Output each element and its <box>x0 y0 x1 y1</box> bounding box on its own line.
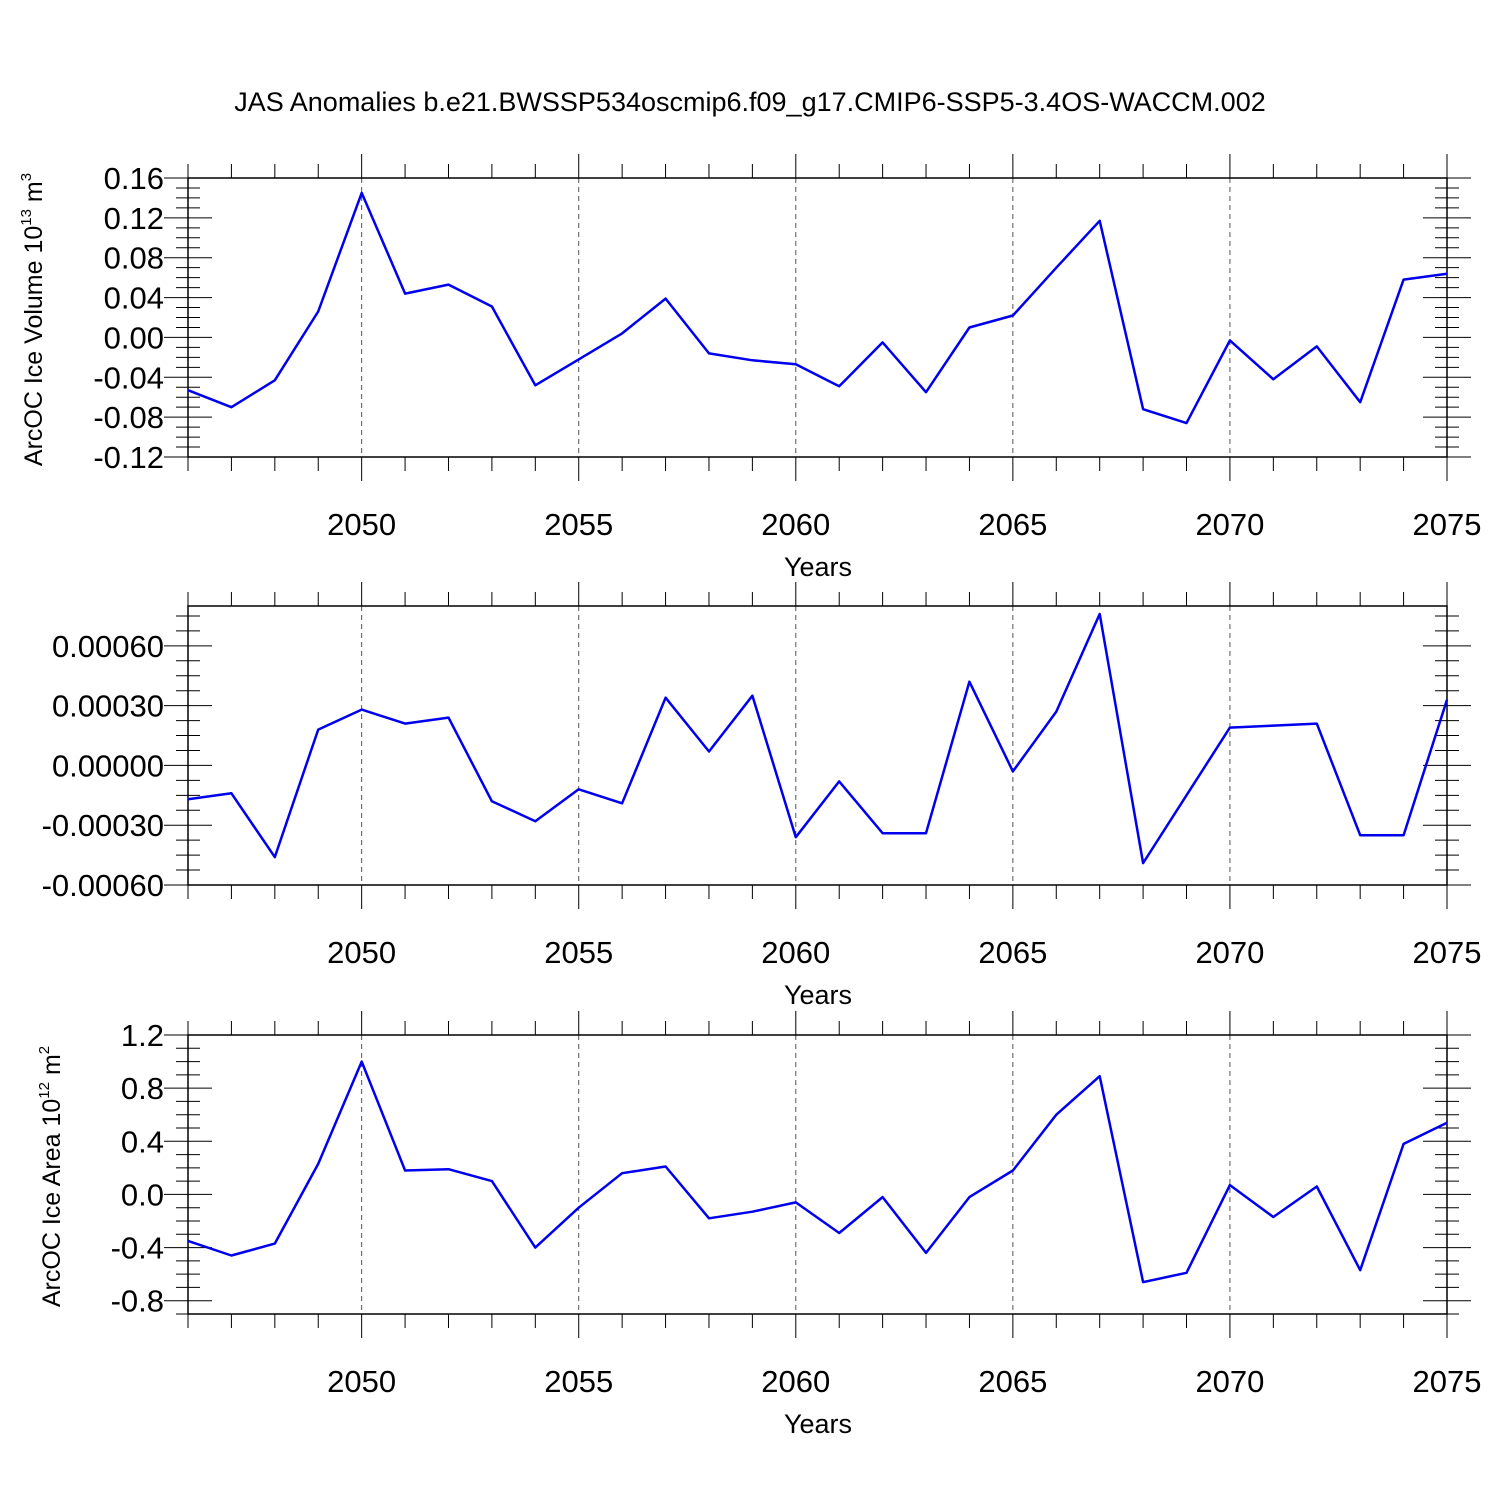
panel-ice-volume: -0.12 -0.08 -0.04 0.00 0.04 0.08 0.12 0.16 2050 2… <box>18 154 1481 582</box>
x-tick-label: 2070 <box>1195 507 1264 542</box>
panel-middle: -0.00060 -0.00030 0.00000 0.00030 0.00060 205… <box>42 582 1482 1010</box>
y-tick-label: 0.00060 <box>52 629 164 664</box>
x-tick-label: 2075 <box>1413 1364 1482 1399</box>
y-tick-label: -0.04 <box>93 360 164 395</box>
x-tick-label: 2050 <box>327 507 396 542</box>
y-tick-label: 0.00 <box>104 320 164 355</box>
y-tick-label: 1.2 <box>121 1018 164 1053</box>
plot-frame <box>187 177 1448 458</box>
y-label-unit-exponent: 3 <box>18 173 35 181</box>
y-tick-label: 0.0 <box>121 1177 164 1212</box>
y-axis-label: ArcOC Ice Area 1012 m2 <box>36 1046 66 1307</box>
x-axis-label: Years <box>784 980 852 1010</box>
y-tick-label: -0.00030 <box>42 808 164 843</box>
y-tick-label: -0.8 <box>111 1284 164 1319</box>
y-label-main: ArcOC Ice Volume 10 <box>20 226 48 466</box>
x-tick-label: 2070 <box>1195 1364 1264 1399</box>
y-label-exponent: 13 <box>18 209 35 226</box>
x-tick-label: 2060 <box>761 935 830 970</box>
y-tick-label: 0.16 <box>104 161 164 196</box>
y-tick-label: 0.00030 <box>52 689 164 724</box>
x-tick-label: 2055 <box>544 507 613 542</box>
x-tick-label: 2060 <box>761 1364 830 1399</box>
y-tick-label: 0.4 <box>121 1124 164 1159</box>
y-tick-label: 0.04 <box>104 281 164 316</box>
x-tick-label: 2060 <box>761 507 830 542</box>
plot-frame <box>187 1034 1448 1315</box>
y-tick-label: -0.4 <box>111 1231 164 1266</box>
series-line <box>187 1060 1448 1284</box>
y-tick-label: -0.08 <box>93 400 164 435</box>
y-tick-label: 0.12 <box>104 201 164 236</box>
plot-frame <box>187 605 1448 886</box>
y-label-main: ArcOC Ice Area 10 <box>38 1099 66 1307</box>
y-label-unit-exponent: 2 <box>36 1046 53 1054</box>
x-axis-label: Years <box>784 1409 852 1439</box>
y-tick-label: 0.08 <box>104 241 164 276</box>
y-tick-label: -0.00060 <box>42 868 164 903</box>
x-tick-label: 2065 <box>978 1364 1047 1399</box>
y-label-exponent: 12 <box>36 1082 53 1099</box>
y-axis-label: ArcOC Ice Volume 1013 m3 <box>18 173 48 466</box>
y-tick-label: 0.00000 <box>52 748 164 783</box>
x-tick-label: 2050 <box>327 1364 396 1399</box>
x-tick-label: 2075 <box>1413 507 1482 542</box>
x-tick-label: 2065 <box>978 935 1047 970</box>
panel-ice-area: -0.8 -0.4 0.0 0.4 0.8 1.2 2050 2055 2060 2065 2070… <box>36 1011 1481 1439</box>
x-tick-label: 2055 <box>544 935 613 970</box>
y-tick-label: -0.12 <box>93 440 164 475</box>
x-tick-label: 2075 <box>1413 935 1482 970</box>
y-label-unit: m <box>20 181 48 209</box>
series-line <box>187 191 1448 425</box>
x-tick-label: 2070 <box>1195 935 1264 970</box>
y-tick-label: 0.8 <box>121 1071 164 1106</box>
x-tick-label: 2065 <box>978 507 1047 542</box>
y-label-unit: m <box>38 1054 66 1082</box>
figure-title: JAS Anomalies b.e21.BWSSP534oscmip6.f09_… <box>234 87 1265 117</box>
series-line <box>187 612 1449 865</box>
x-axis-label: Years <box>784 552 852 582</box>
x-tick-label: 2050 <box>327 935 396 970</box>
x-tick-label: 2055 <box>544 1364 613 1399</box>
